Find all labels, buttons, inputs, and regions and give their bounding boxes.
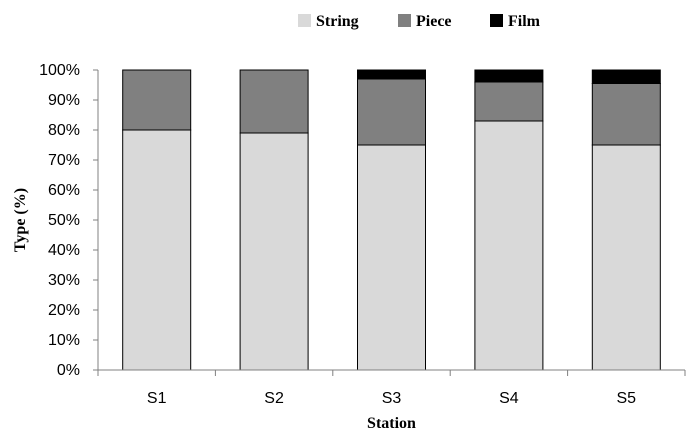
bar-segment-string-s5 xyxy=(591,144,661,371)
bar-segment-piece-s3 xyxy=(357,78,426,146)
legend-label-piece: Piece xyxy=(416,13,452,30)
y-tick-label: 0% xyxy=(57,362,80,379)
bar-segment-film-s4 xyxy=(474,69,544,83)
y-tick-label: 60% xyxy=(48,182,80,199)
legend-swatch-piece xyxy=(398,14,411,27)
x-ticks: S1 S2 S3 S4 S5 xyxy=(97,370,686,407)
y-tick-label: 30% xyxy=(48,272,80,289)
legend-label-film: Film xyxy=(508,13,541,30)
y-tick-label: 70% xyxy=(48,152,80,169)
bar-segment-piece-s2 xyxy=(239,69,309,134)
bar-segment-film-s3 xyxy=(357,69,426,80)
bar-segment-string-s2 xyxy=(239,132,309,371)
y-tick-label: 10% xyxy=(48,332,80,349)
y-tick-label: 50% xyxy=(48,212,80,229)
y-ticks: 0% 10% 20% 30% 40% 50% 60% 70% 80% 90% 100% xyxy=(39,62,98,379)
legend-swatch-film xyxy=(490,14,503,27)
bar-segment-string-s1 xyxy=(122,129,192,371)
x-tick-label: S5 xyxy=(617,390,637,407)
x-tick-label: S1 xyxy=(147,390,167,407)
bar-segment-piece-s5 xyxy=(591,83,661,146)
y-tick-label: 90% xyxy=(48,92,80,109)
y-tick-label: 100% xyxy=(39,62,80,79)
y-tick-label: 20% xyxy=(48,302,80,319)
legend-label-string: String xyxy=(316,13,359,30)
bar-segment-string-s3 xyxy=(357,144,426,371)
y-axis-title: Type (%) xyxy=(12,188,29,252)
bar-segment-piece-s1 xyxy=(122,69,192,131)
x-axis-title: Station xyxy=(367,415,416,432)
x-tick-label: S3 xyxy=(382,390,402,407)
x-tick-label: S2 xyxy=(264,390,284,407)
bar-segment-piece-s4 xyxy=(474,81,544,122)
legend: String Piece Film xyxy=(298,13,541,30)
legend-swatch-string xyxy=(298,14,311,27)
y-tick-label: 80% xyxy=(48,122,80,139)
bars xyxy=(122,69,661,371)
x-tick-label: S4 xyxy=(499,390,519,407)
bar-segment-string-s4 xyxy=(474,120,544,371)
y-tick-label: 40% xyxy=(48,242,80,259)
bar-segment-film-s5 xyxy=(591,69,661,84)
